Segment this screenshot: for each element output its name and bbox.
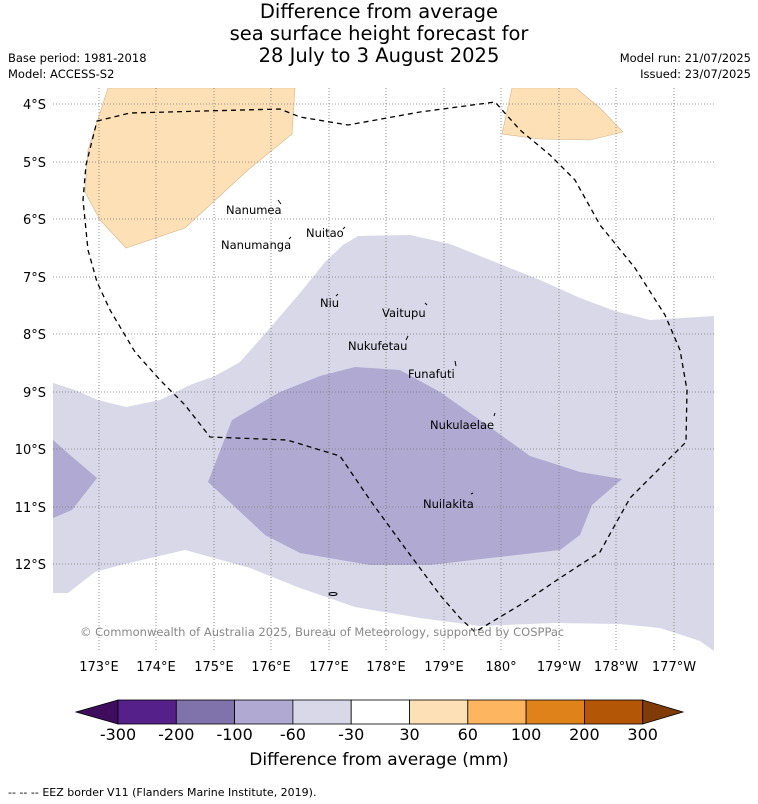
island-outline-south	[328, 592, 338, 596]
lat-label: 5°S	[23, 156, 46, 171]
anomaly-region-30-60-northeast	[501, 88, 624, 141]
colorbar	[74, 699, 685, 725]
colorbar-extend-high	[642, 699, 685, 725]
base-period: Base period: 1981-2018	[8, 51, 147, 65]
colorbar-segment	[175, 699, 236, 725]
title-line-3: 28 July to 3 August 2025	[258, 44, 500, 67]
colorbar-tick-label: -300	[99, 725, 137, 744]
colorbar-segment	[234, 699, 294, 725]
island-label-nuitao: Nuitao	[306, 226, 344, 240]
colorbar-tick-label: 200	[569, 725, 600, 744]
colorbar-tick-label: 100	[510, 725, 542, 744]
lat-label: 6°S	[23, 213, 46, 228]
title-line-1: Difference from average	[259, 0, 499, 23]
anomaly-region-m100-m60-west	[53, 440, 97, 518]
issued-date: Issued: 23/07/2025	[640, 67, 751, 81]
island-label-nukufetau: Nukufetau	[348, 339, 407, 353]
lat-label: 11°S	[15, 501, 46, 516]
colorbar-extend-low	[74, 699, 119, 725]
colorbar-segment	[117, 699, 177, 725]
colorbar-segment	[525, 699, 585, 725]
colorbar-tick-label: -100	[216, 725, 253, 744]
colorbar-tick-label: 30	[399, 725, 420, 744]
colorbar-tick-label: -200	[158, 725, 195, 744]
colorbar-tick-label: 300	[627, 725, 658, 744]
eez-border	[82, 101, 688, 633]
lon-label: 179°W	[537, 660, 581, 675]
lat-label: 10°S	[15, 443, 46, 458]
colorbar-segment	[350, 699, 410, 725]
colorbar-segment	[409, 699, 469, 725]
eez-legend-text: EEZ border V11 (Flanders Marine Institut…	[42, 786, 317, 799]
island-label-funafuti: Funafuti	[408, 367, 455, 381]
model-run: Model run: 21/07/2025	[619, 51, 751, 65]
lon-label: 173°E	[79, 660, 119, 675]
island-label-nuilakita: Nuilakita	[423, 497, 474, 511]
lon-label: 179°E	[424, 660, 464, 675]
lon-label: 175°E	[194, 660, 234, 675]
colorbar-tick-label: -60	[279, 725, 306, 744]
lat-label: 8°S	[23, 328, 46, 343]
island-label-nukulaelae: Nukulaelae	[430, 418, 494, 432]
island-label-nanumanga: Nanumanga	[221, 238, 291, 252]
lat-label: 9°S	[23, 386, 46, 401]
graticule	[53, 88, 714, 651]
colorbar-title: Difference from average (mm)	[249, 750, 509, 770]
title-line-2: sea surface height forecast for	[229, 22, 529, 45]
lon-label: 176°E	[251, 660, 291, 675]
lon-label: 178°E	[366, 660, 406, 675]
lat-label: 4°S	[23, 98, 46, 113]
colorbar-segment	[467, 699, 527, 725]
lat-label: 12°S	[15, 558, 46, 573]
island-markers	[277, 199, 496, 495]
lat-label: 7°S	[23, 271, 46, 286]
anomaly-region-m100-m60	[208, 367, 622, 565]
lon-label: 177°E	[309, 660, 349, 675]
model-name: Model: ACCESS-S2	[8, 67, 115, 81]
longitude-labels: 173°E 174°E 175°E 176°E 177°E 178°E 179°E 180° 1…	[79, 660, 696, 675]
anomaly-region-30-60-northwest	[84, 88, 296, 249]
lon-label: 178°W	[594, 660, 638, 675]
colorbar-segment	[292, 699, 352, 725]
lon-label: 177°W	[652, 660, 696, 675]
colorbar-tick-label: 60	[457, 725, 478, 744]
lon-label: 174°E	[136, 660, 176, 675]
eez-legend-symbol: -- -- --	[8, 786, 39, 799]
footer-legend: -- -- -- EEZ border V11 (Flanders Marine…	[8, 786, 316, 799]
copyright-notice: © Commonwealth of Australia 2025, Bureau…	[80, 625, 564, 639]
latitude-labels: 4°S 5°S 6°S 7°S 8°S 9°S 10°S 11°S 12°S	[15, 98, 46, 573]
lon-label: 180°	[485, 660, 516, 675]
island-label-niu: Niu	[320, 296, 339, 310]
island-label-nanumea: Nanumea	[226, 203, 282, 217]
island-label-vaitupu: Vaitupu	[382, 306, 426, 320]
colorbar-tick-label: -30	[338, 725, 365, 744]
map-plot-area: Nanumea Nanumanga Nuitao Niu Vaitupu Nuk…	[53, 88, 714, 651]
colorbar-segment	[584, 699, 644, 725]
